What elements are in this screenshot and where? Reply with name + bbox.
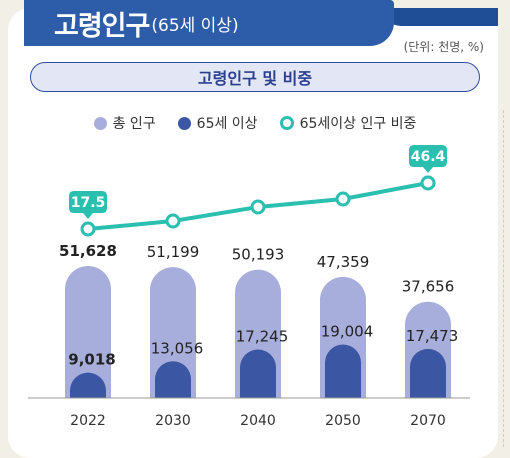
bar-65-2050 [325,344,361,398]
x-tick-2022: 2022 [70,413,106,429]
label-total-2050: 47,359 [317,253,370,271]
legend-item-ratio: 65세이상 인구 비중 [279,113,417,133]
label-total-2040: 50,193 [232,246,285,264]
bar-65-2022 [70,372,106,398]
x-tick-2040: 2040 [240,413,276,429]
label-total-2070: 37,656 [402,278,455,296]
label-65-2022: 9,018 [68,351,115,369]
corner-decoration [383,8,498,26]
legend: 총 인구 65세 이상 65세이상 인구 비중 [0,113,510,133]
label-total-2022: 51,628 [59,242,117,260]
ratio-point-2030 [165,213,181,229]
page-title-sub: (65세 이상) [151,15,239,36]
legend-item-65: 65세 이상 [177,113,258,133]
ratio-callout-2022 [69,191,107,219]
ratio-point-2070 [420,175,436,191]
chart-subtitle: 고령인구 및 비중 [30,62,480,92]
legend-label-65: 65세 이상 [196,116,258,132]
legend-label-total: 총 인구 [112,116,156,132]
ratio-point-2022 [80,221,96,237]
bar-65-2040 [240,349,276,398]
label-total-2030: 51,199 [147,243,200,261]
ratio-label-2022: 17.5 [71,195,106,211]
x-tick-2030: 2030 [155,413,191,429]
x-tick-2070: 2070 [410,413,446,429]
page-title: 고령인구 [54,10,150,42]
bar-total-2030 [150,267,196,398]
legend-item-total: 총 인구 [93,113,156,133]
ratio-point-2050 [335,191,351,207]
divider [503,110,504,447]
legend-swatch-ratio [279,116,294,130]
title-tab: 고령인구 (65세 이상) [24,0,394,46]
label-65-2040: 17,245 [236,327,289,345]
bar-65-2070 [410,348,446,398]
label-65-2070: 17,473 [406,327,459,345]
ratio-callout-2070 [409,145,447,173]
legend-swatch-total [93,116,107,130]
bar-65-2030 [155,361,191,398]
ratio-label-2070: 46.4 [411,149,446,165]
unit-label: (단위: 천명, %) [403,40,484,54]
legend-swatch-65 [177,116,191,130]
legend-label-ratio: 65세이상 인구 비중 [299,116,417,132]
ratio-point-2040 [250,199,266,215]
x-tick-2050: 2050 [325,413,361,429]
chart-svg: 51,628 9,018 51,199 13,056 50,193 17,245 47,35… [28,145,470,429]
label-65-2050: 19,004 [321,323,374,341]
chart-subtitle-text: 고령인구 및 비중 [197,69,313,88]
label-65-2030: 13,056 [151,339,204,357]
bar-total-2022 [65,266,111,398]
